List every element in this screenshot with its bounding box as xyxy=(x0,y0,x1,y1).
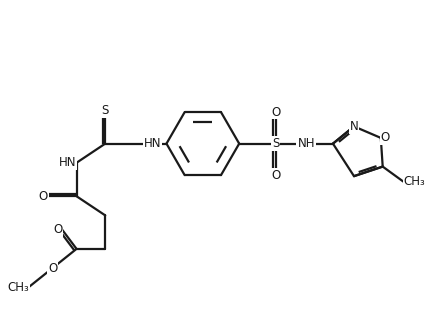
Text: O: O xyxy=(53,223,62,236)
Text: O: O xyxy=(48,261,57,274)
Text: O: O xyxy=(271,169,280,182)
Text: S: S xyxy=(102,104,109,117)
Text: HN: HN xyxy=(144,137,161,150)
Text: CH₃: CH₃ xyxy=(404,175,425,188)
Text: O: O xyxy=(381,131,390,144)
Text: N: N xyxy=(350,120,358,133)
Text: O: O xyxy=(271,106,280,118)
Text: CH₃: CH₃ xyxy=(7,281,29,294)
Text: O: O xyxy=(39,190,48,203)
Text: HN: HN xyxy=(59,156,76,169)
Text: NH: NH xyxy=(298,137,315,150)
Text: S: S xyxy=(272,137,279,150)
